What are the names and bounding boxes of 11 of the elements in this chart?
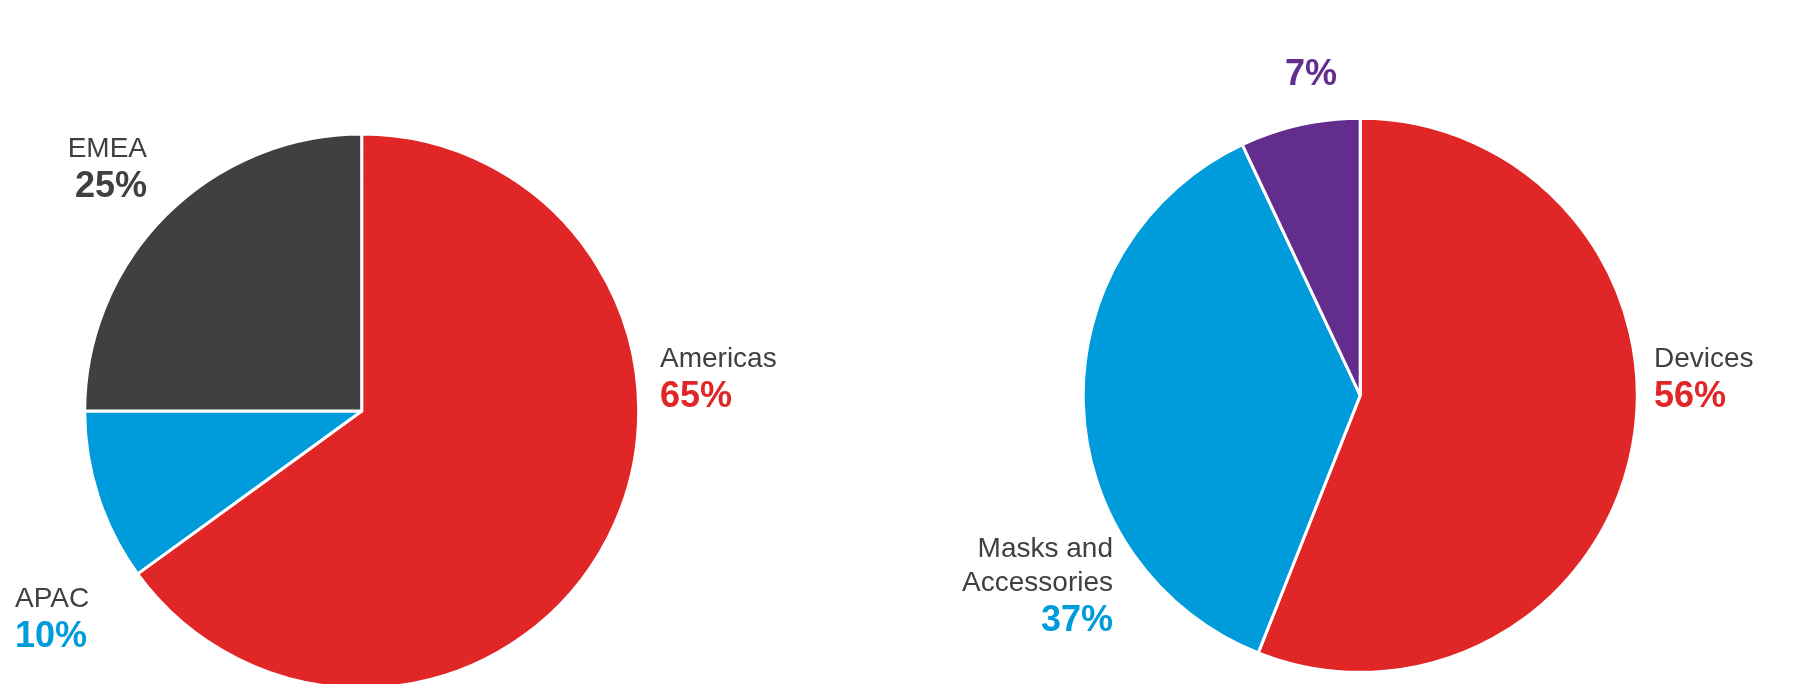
data-label: 25% [74, 163, 147, 205]
slice-label: EMEA [67, 131, 148, 163]
data-label: 10% [15, 613, 88, 655]
data-label: 65% [660, 373, 733, 415]
data-label: 56% [1654, 373, 1727, 415]
slice-label: APAC [15, 581, 90, 613]
slice-label: Devices [1654, 341, 1754, 373]
slice-label: Masks and Accessories [962, 531, 1113, 597]
data-label: 7% [1284, 51, 1337, 93]
data-label: 37% [1040, 597, 1113, 639]
slice-label: Americas [660, 341, 777, 373]
